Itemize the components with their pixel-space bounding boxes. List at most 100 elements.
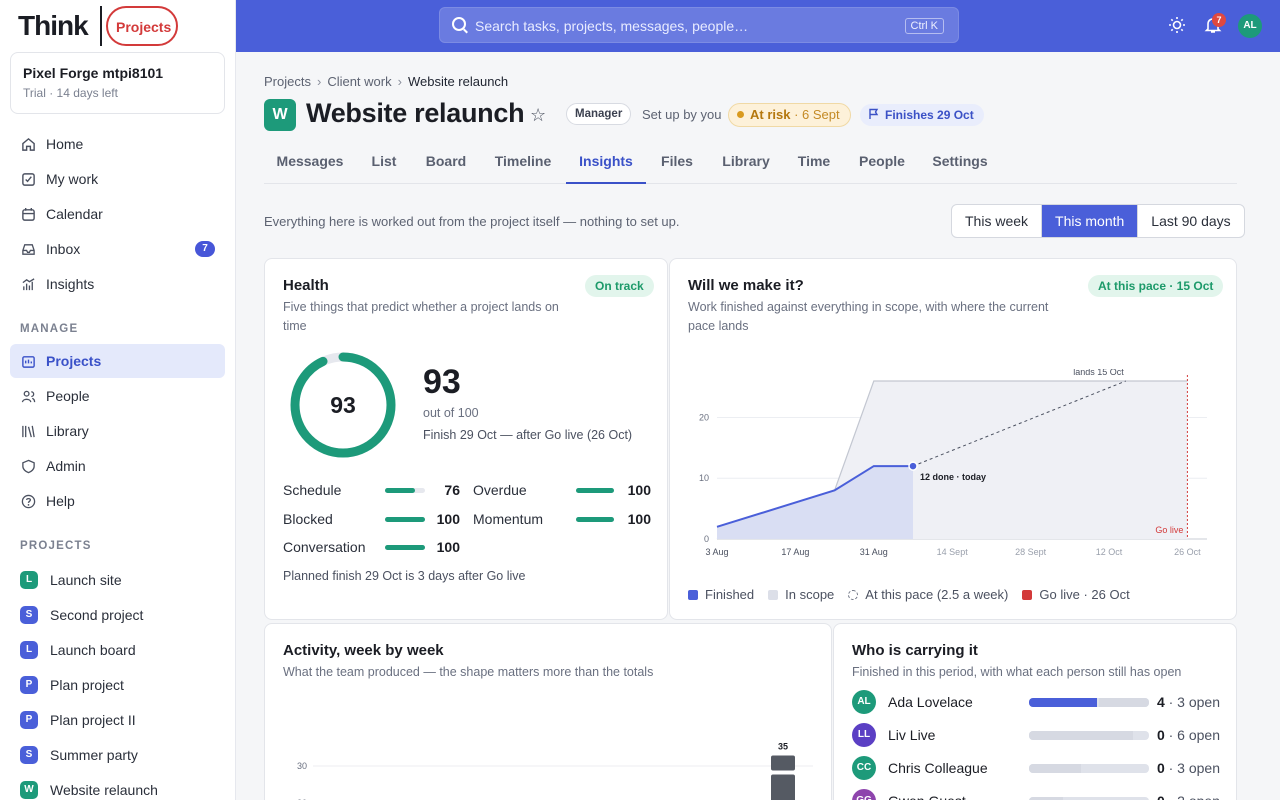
user-avatar[interactable]: AL <box>1238 14 1262 38</box>
project-letter: W <box>20 780 38 799</box>
x-tick-label: 17 Aug <box>781 547 809 557</box>
workspace-switcher[interactable]: Pixel Forge mtpi8101 Trial · 14 days lef… <box>10 52 225 114</box>
logo-divider <box>100 6 102 46</box>
home-icon <box>20 136 36 152</box>
forecast-chart: 0 10 20 12 done · today lands 15 Oct Go live 3… <box>699 369 1207 557</box>
projects-list: L Launch site S Second project L Launch boa… <box>10 562 225 800</box>
breadcrumb-sep: › <box>316 74 322 89</box>
metric-conversation-bar <box>385 545 425 550</box>
tab-files[interactable]: Files <box>661 153 693 169</box>
finish-label: Finishes 29 Oct <box>885 108 974 122</box>
nav-label: People <box>46 388 90 404</box>
people-icon <box>20 388 36 404</box>
project-item-summer-party[interactable]: S Summer party <box>10 737 225 772</box>
nav-inbox[interactable]: Inbox 7 <box>10 232 225 266</box>
health-footer: Planned finish 29 Oct is 3 days after Go… <box>283 569 526 583</box>
range-this-month[interactable]: This month <box>1042 205 1139 237</box>
tab-time[interactable]: Time <box>797 153 831 169</box>
person-done-count: 0 <box>1156 760 1165 776</box>
person-counts: 0 · 6 open <box>1157 727 1220 743</box>
tab-settings[interactable]: Settings <box>932 153 988 169</box>
nav-my-work[interactable]: My work <box>10 162 225 196</box>
calendar-icon <box>20 206 36 222</box>
metric-schedule-fill <box>385 488 416 493</box>
finish-badge[interactable]: Finishes 29 Oct <box>860 104 984 126</box>
project-item-second-project[interactable]: S Second project <box>10 597 225 632</box>
project-item-website-relaunch[interactable]: W Website relaunch <box>10 772 225 800</box>
nav-projects[interactable]: Projects <box>10 344 225 378</box>
person-open-count: · 2 open <box>1169 793 1220 800</box>
person-avatar: AL <box>852 690 876 714</box>
search-placeholder: Search tasks, projects, messages, people… <box>475 18 749 34</box>
metric-blocked-value: 100 <box>436 511 460 527</box>
app-logo[interactable]: Think Projects <box>18 4 188 50</box>
nav-help[interactable]: Help <box>10 484 225 518</box>
person-row[interactable]: LL Liv Live 0 · 6 open <box>852 723 1220 747</box>
legend-pace-swatch <box>848 589 859 600</box>
metric-overdue-fill <box>576 488 614 493</box>
breadcrumb-projects[interactable]: Projects <box>264 74 311 89</box>
health-status-badge: On track <box>585 275 654 297</box>
project-item-launch-site[interactable]: L Launch site <box>10 562 225 597</box>
person-row[interactable]: GG Gwen Guest 0 · 2 open <box>852 789 1220 800</box>
pace-line <box>912 380 1126 467</box>
activity-bar-label: 35 <box>778 742 788 752</box>
project-letter: P <box>20 710 38 729</box>
person-counts: 0 · 2 open <box>1157 793 1220 800</box>
health-score-ring: 93 <box>290 352 396 458</box>
tab-messages[interactable]: Messages <box>276 153 344 169</box>
metric-overdue-bar <box>576 488 614 493</box>
project-item-plan-project[interactable]: P Plan project <box>10 667 225 702</box>
status-badge[interactable]: At risk · 6 Sept <box>728 103 851 127</box>
range-this-week[interactable]: This week <box>952 205 1043 237</box>
health-subtitle: Five things that predict whether a proje… <box>283 300 559 333</box>
breadcrumb-current: Website relaunch <box>407 74 509 89</box>
person-row[interactable]: AL Ada Lovelace 4 · 3 open <box>852 690 1220 714</box>
nav-label: Calendar <box>46 206 103 222</box>
person-row[interactable]: CC Chris Colleague 0 · 3 open <box>852 756 1220 780</box>
carrying-title: Who is carrying it <box>852 642 978 659</box>
tab-list[interactable]: List <box>371 153 397 169</box>
status-date: · 6 Sept <box>794 107 840 122</box>
tab-timeline[interactable]: Timeline <box>494 153 552 169</box>
nav-label: Library <box>46 423 89 439</box>
project-item-launch-board[interactable]: L Launch board <box>10 632 225 667</box>
metric-momentum-bar <box>576 517 614 522</box>
person-counts: 4 · 3 open <box>1157 694 1220 710</box>
health-card: Health Five things that predict whether … <box>264 258 668 620</box>
tab-library[interactable]: Library <box>722 153 770 169</box>
project-letter: P <box>20 675 38 694</box>
metric-conversation-label: Conversation <box>283 539 366 555</box>
person-open-fill <box>1029 731 1134 740</box>
metric-momentum-value: 100 <box>627 511 651 527</box>
metric-conversation-value: 100 <box>436 539 460 555</box>
nav-admin[interactable]: Admin <box>10 449 225 483</box>
activity-bar-segment <box>771 755 795 771</box>
person-open-fill <box>1029 797 1063 800</box>
search-icon <box>452 17 466 31</box>
search-input[interactable]: Search tasks, projects, messages, people… <box>439 7 959 43</box>
nav-home[interactable]: Home <box>10 127 225 161</box>
project-label: Second project <box>50 606 144 623</box>
tab-board[interactable]: Board <box>425 153 467 169</box>
theme-toggle-sun-icon[interactable] <box>1167 16 1187 36</box>
date-range-toggle: This week This month Last 90 days <box>951 204 1245 238</box>
role-badge: Manager <box>566 103 632 125</box>
nav-label: My work <box>46 171 99 187</box>
tab-insights[interactable]: Insights <box>566 144 646 184</box>
star-icon[interactable]: ☆ <box>530 105 547 125</box>
person-done-count: 0 <box>1156 727 1165 743</box>
tab-people[interactable]: People <box>859 153 905 169</box>
x-tick-label: 14 Sept <box>937 547 969 557</box>
nav-people[interactable]: People <box>10 379 225 413</box>
person-name: Chris Colleague <box>888 760 988 776</box>
range-last-90-days[interactable]: Last 90 days <box>1151 213 1231 229</box>
breadcrumb-client-work[interactable]: Client work <box>327 74 392 89</box>
nav-library[interactable]: Library <box>10 414 225 448</box>
project-item-plan-project-ii[interactable]: P Plan project II <box>10 702 225 737</box>
nav-insights[interactable]: Insights <box>10 267 225 301</box>
breadcrumb: Projects › Client work › Website relaunch <box>264 74 508 89</box>
legend-finished: Finished <box>688 587 754 602</box>
nav-calendar[interactable]: Calendar <box>10 197 225 231</box>
library-icon <box>20 423 36 439</box>
